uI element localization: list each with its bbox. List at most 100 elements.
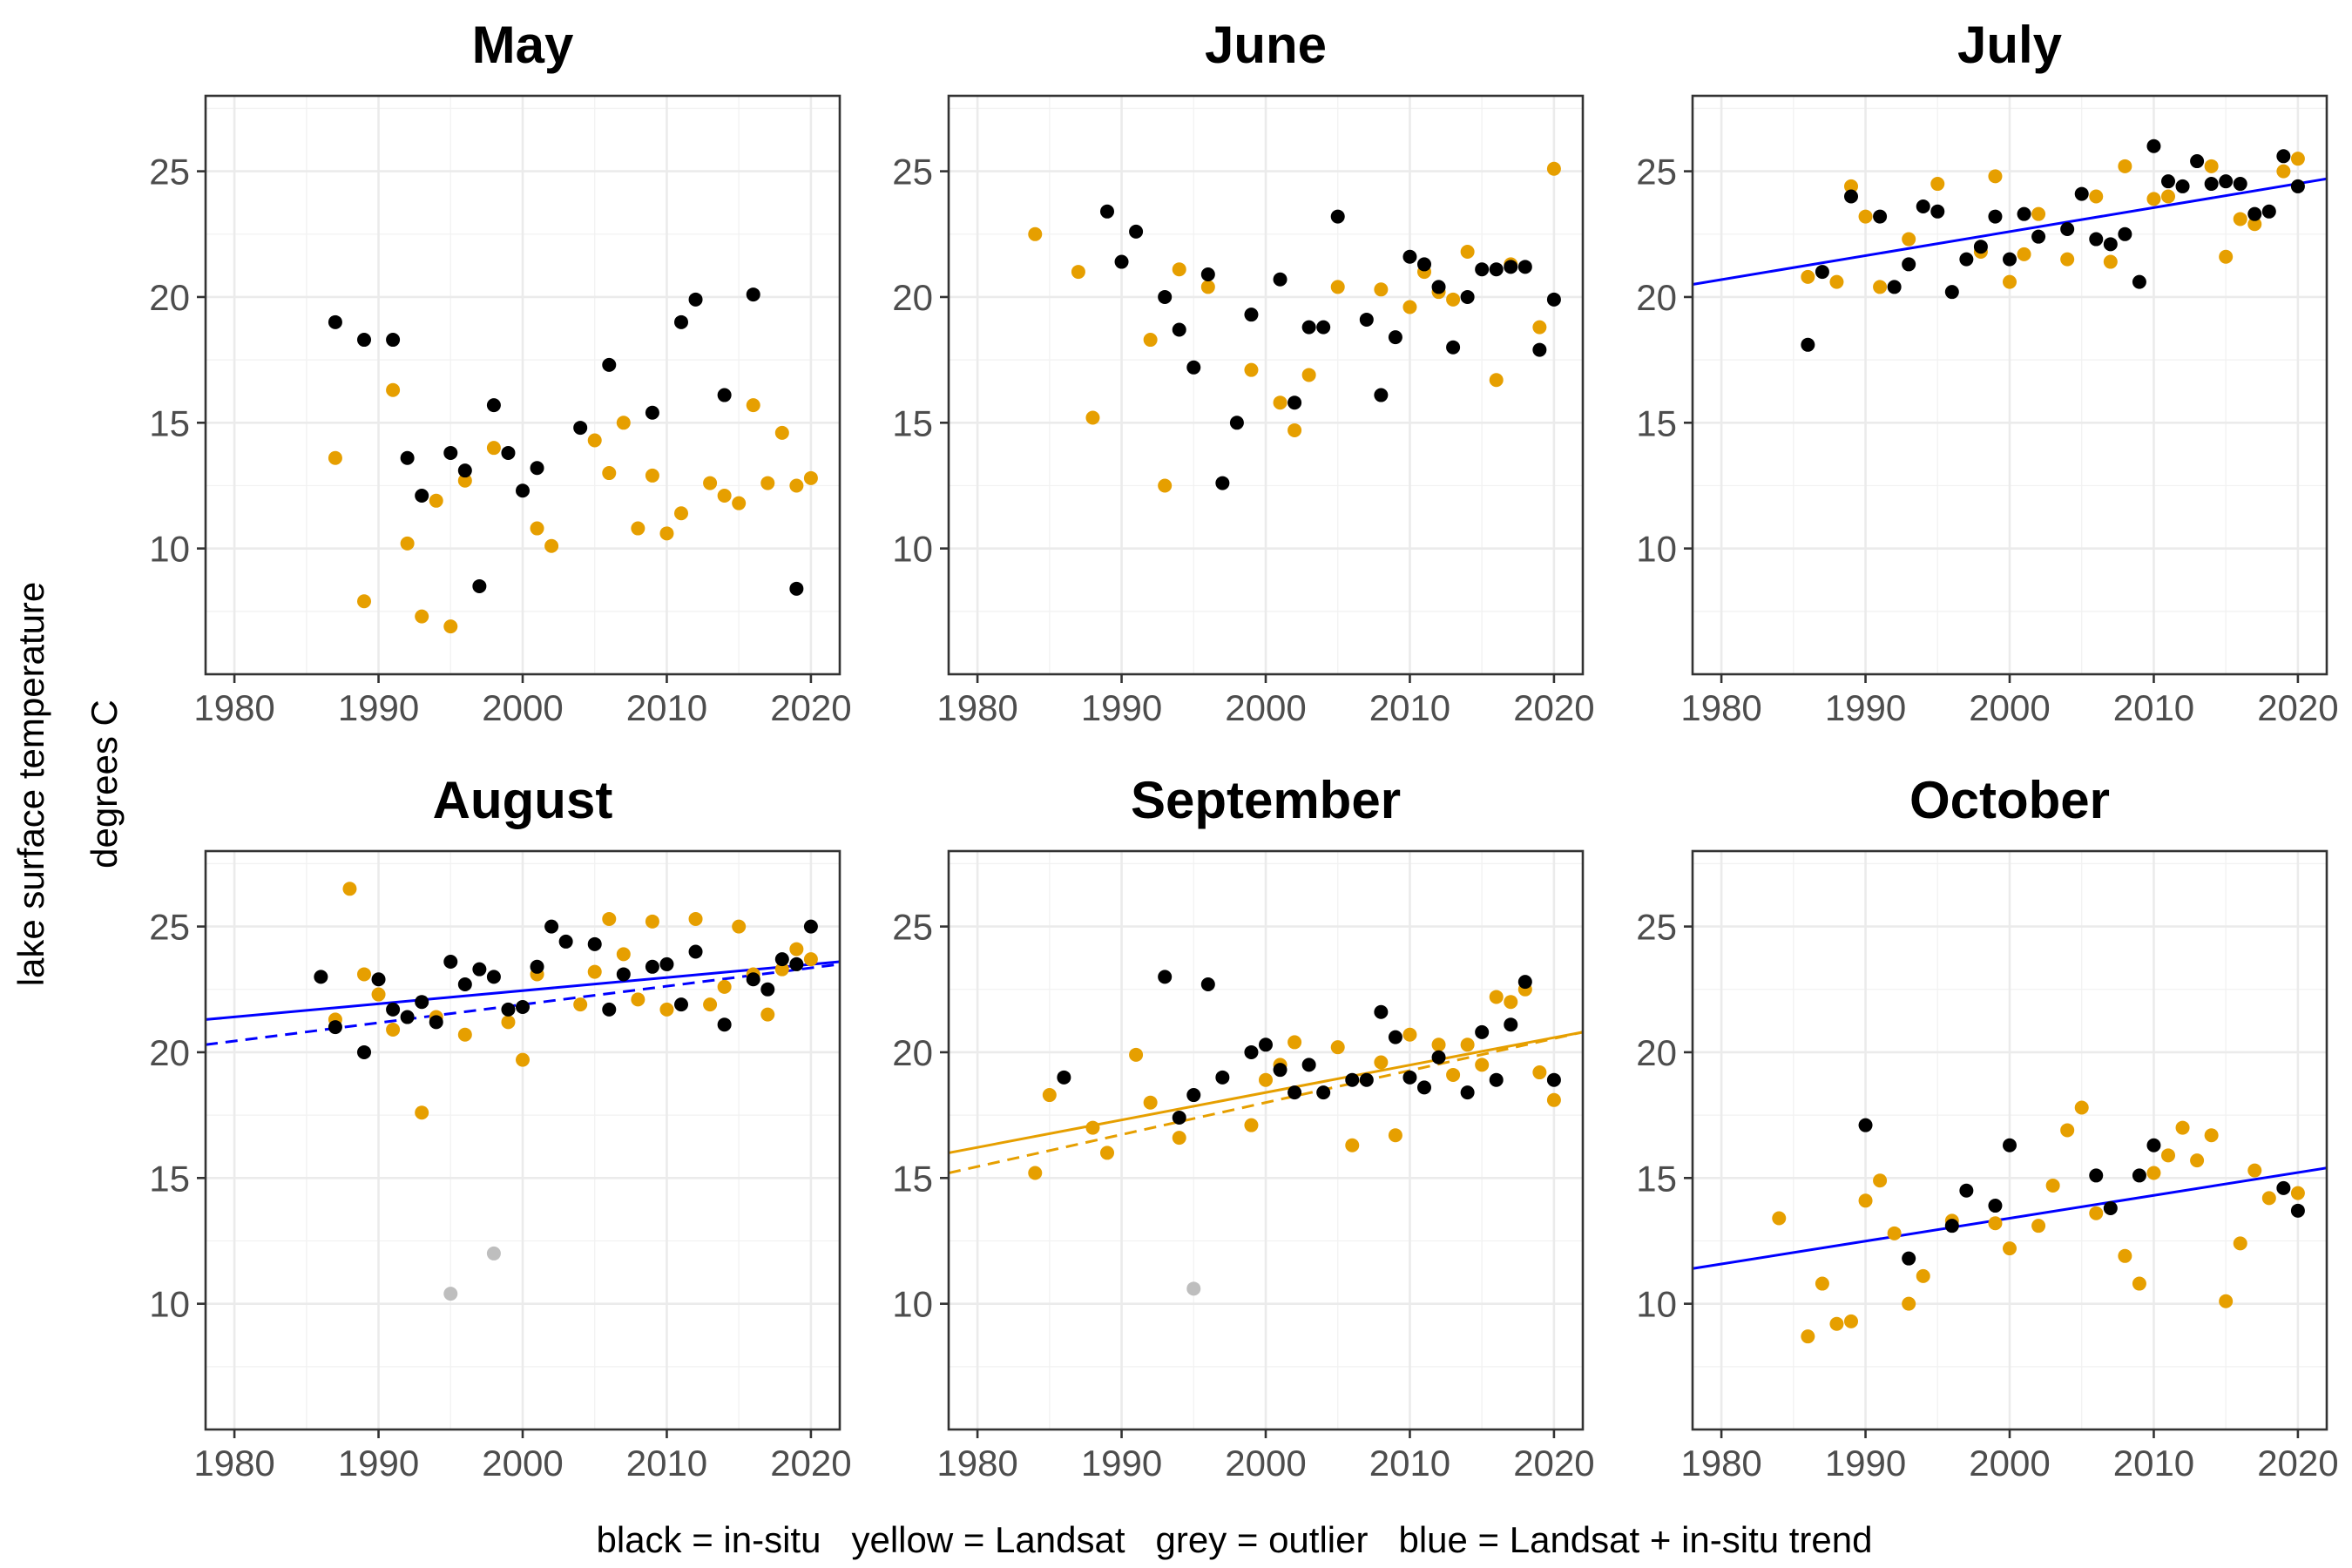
landsat-point — [616, 947, 631, 962]
in-situ-point — [803, 919, 818, 934]
in-situ-point — [746, 287, 760, 302]
landsat-point — [1129, 1047, 1144, 1062]
landsat-point — [1873, 1173, 1888, 1188]
landsat-point — [2031, 206, 2046, 221]
landsat-point — [2089, 189, 2104, 204]
y-tick-label: 25 — [1636, 907, 1677, 948]
panel-may: 1980 1990 2000 2010 2020 10 15 20 25 May — [149, 16, 851, 728]
trend-line — [205, 960, 841, 1021]
landsat-point — [1200, 280, 1215, 294]
landsat-point — [2060, 1123, 2075, 1138]
trend-line — [1692, 177, 2328, 287]
in-situ-point — [400, 450, 415, 465]
in-situ-point — [1973, 240, 1988, 254]
landsat-point — [1772, 1211, 1787, 1226]
landsat-point — [1028, 226, 1043, 241]
in-situ-point — [1858, 1118, 1873, 1132]
landsat-point — [2161, 1148, 2175, 1163]
landsat-point — [645, 914, 659, 929]
in-situ-point — [1417, 257, 1431, 272]
y-tick-label: 25 — [149, 907, 190, 948]
in-situ-point — [443, 955, 458, 970]
landsat-point — [1504, 995, 1518, 1010]
landsat-point — [2247, 1163, 2262, 1178]
x-tick-label: 1990 — [1825, 1443, 1906, 1484]
landsat-point — [2060, 252, 2075, 267]
landsat-point — [1887, 1226, 1902, 1240]
landsat-point — [342, 882, 357, 896]
x-tick-label: 2020 — [1513, 687, 1594, 728]
in-situ-point — [2017, 206, 2031, 221]
in-situ-point — [1172, 322, 1186, 337]
landsat-point — [659, 526, 674, 541]
landsat-point — [1259, 1072, 1273, 1087]
in-situ-point — [1057, 1070, 1071, 1085]
x-tick-label: 1980 — [193, 687, 274, 728]
landsat-point — [501, 1015, 516, 1030]
panel-title: October — [1909, 771, 2110, 829]
landsat-point — [1858, 1193, 1873, 1208]
in-situ-point — [1200, 267, 1215, 281]
in-situ-point — [717, 388, 732, 402]
landsat-point — [2031, 1219, 2046, 1233]
landsat-point — [688, 911, 703, 926]
x-tick-label: 1980 — [936, 1443, 1017, 1484]
x-tick-label: 2000 — [482, 1443, 563, 1484]
x-tick-label: 1980 — [936, 687, 1017, 728]
in-situ-point — [1417, 1080, 1431, 1095]
y-tick-label: 15 — [1636, 1158, 1677, 1199]
in-situ-point — [1815, 265, 1829, 280]
x-tick-label: 2000 — [1225, 687, 1306, 728]
landsat-point — [659, 1002, 674, 1017]
landsat-point — [602, 466, 617, 481]
in-situ-point — [2290, 1203, 2305, 1218]
in-situ-point — [1959, 1183, 1974, 1198]
landsat-point — [2146, 1166, 2161, 1180]
in-situ-point — [2233, 177, 2247, 192]
x-tick-label: 2020 — [2257, 687, 2338, 728]
outlier-point — [443, 1287, 458, 1301]
y-axis-label-line-1: lake surface temperature — [10, 582, 51, 987]
in-situ-point — [2089, 232, 2104, 247]
landsat-point — [1489, 990, 1504, 1004]
landsat-point — [1873, 280, 1888, 294]
in-situ-point — [1215, 476, 1230, 490]
in-situ-point — [602, 1002, 617, 1017]
landsat-point — [1402, 300, 1417, 314]
landsat-point — [1801, 269, 1815, 284]
landsat-point — [415, 609, 429, 624]
x-tick-label: 1980 — [1680, 1443, 1761, 1484]
panel-title: August — [433, 771, 613, 829]
y-tick-label: 10 — [1636, 1284, 1677, 1325]
landsat-point — [2118, 159, 2132, 173]
in-situ-point — [2003, 1138, 2017, 1152]
in-situ-point — [2276, 1180, 2291, 1195]
landsat-point — [1988, 169, 2003, 184]
x-tick-label: 2010 — [2113, 687, 2194, 728]
in-situ-point — [328, 314, 342, 329]
in-situ-point — [415, 995, 429, 1010]
landsat-point — [1330, 1040, 1345, 1055]
landsat-point — [516, 1052, 530, 1067]
in-situ-point — [1244, 308, 1259, 322]
landsat-point — [803, 952, 818, 967]
landsat-point — [732, 496, 747, 510]
landsat-point — [400, 536, 415, 551]
landsat-point — [674, 506, 688, 521]
y-tick-label: 25 — [892, 907, 933, 948]
in-situ-point — [2219, 174, 2234, 189]
in-situ-point — [789, 956, 804, 971]
landsat-point — [1988, 1216, 2003, 1231]
in-situ-point — [2204, 177, 2219, 192]
landsat-point — [2190, 1153, 2205, 1168]
in-situ-point — [659, 956, 674, 971]
landsat-point — [1288, 1035, 1302, 1050]
in-situ-point — [1316, 320, 1331, 335]
in-situ-point — [530, 959, 544, 974]
outlier-point — [486, 1246, 501, 1260]
landsat-point — [443, 619, 458, 634]
in-situ-point — [1200, 977, 1215, 992]
in-situ-point — [1345, 1072, 1360, 1087]
landsat-point — [1930, 177, 1945, 192]
